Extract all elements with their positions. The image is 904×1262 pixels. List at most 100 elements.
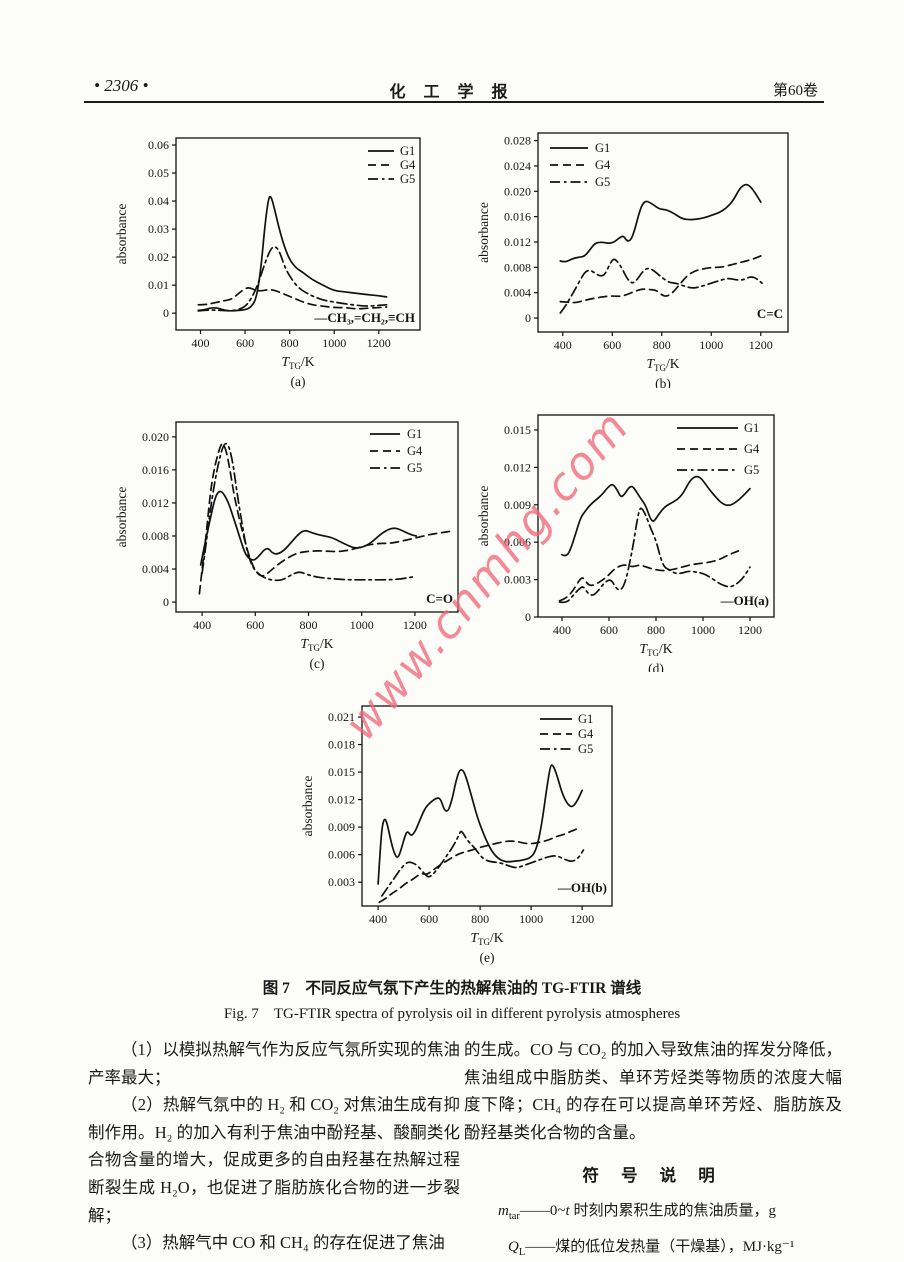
x-tick-label: 800 [653, 338, 671, 352]
legend-label-G5: G5 [578, 742, 593, 756]
x-tick-label: 400 [192, 336, 210, 350]
y-tick-label: 0.012 [142, 496, 169, 510]
series-G4-line [378, 828, 578, 904]
x-tick-label: 1200 [403, 618, 427, 632]
series-G4-line [558, 550, 740, 602]
plot-box [175, 137, 421, 331]
x-tick-label: 800 [281, 336, 299, 350]
x-axis-label: TTG/K [639, 641, 672, 658]
y-tick-label: 0.012 [504, 235, 531, 249]
y-tick-label: 0.03 [148, 222, 169, 236]
y-tick-label: 0.028 [504, 134, 531, 148]
x-tick-label: 800 [299, 618, 317, 632]
legend-label-G1: G1 [744, 421, 759, 435]
symbol-sub: tar [508, 1211, 520, 1223]
symbol-dash: ——0~ [519, 1203, 566, 1220]
x-axis-label: TTG/K [470, 930, 503, 947]
chart-c: 400 600 800 1000 1200 0 0.004 0.008 0.012 0.016 0.… [98, 404, 466, 683]
y-tick-label: 0.009 [328, 820, 355, 834]
x-tick-label: 600 [603, 338, 621, 352]
x-tick-label: 600 [600, 623, 618, 637]
y-axis-label: absorbance [300, 776, 315, 837]
y-tick-label: 0.016 [504, 210, 531, 224]
x-tick-label: 1200 [749, 338, 773, 352]
symbol-var-t: t [565, 1203, 570, 1220]
x-tick-label: 800 [471, 912, 489, 926]
subfigure-label: (d) [648, 661, 664, 672]
chart-a-plot: 400 600 800 1000 1200 0 0.01 0.02 0.03 0.04 0.05 0.… [114, 137, 421, 389]
y-tick-label: 0.020 [142, 430, 169, 444]
symbol-definition-mtar: mtar——0~t 时刻内累积生成的焦油质量，g [464, 1196, 842, 1232]
y-tick-label: 0.015 [504, 423, 531, 437]
x-tick-label: 1200 [738, 623, 762, 637]
y-tick-label: 0.01 [148, 278, 169, 292]
subfigure-label: (c) [310, 656, 325, 671]
series-G1-line [377, 764, 584, 885]
x-tick-label: 400 [553, 623, 571, 637]
y-tick-label: 0.004 [142, 562, 169, 576]
legend-label-G5: G5 [407, 461, 422, 475]
symbol-var: Q [508, 1239, 519, 1256]
y-tick-label: 0.012 [328, 793, 355, 807]
symbol-dash: —— [525, 1239, 556, 1256]
y-tick-label: 0.04 [148, 194, 169, 208]
paragraph-conclusion-1: （1）以模拟热解气作为反应气氛所实现的焦油产率最大； [88, 1040, 460, 1087]
y-tick-label: 0.020 [504, 184, 531, 198]
symbol-definition-ql: QL——煤的低位发热量（干燥基），MJ·kg⁻¹ [464, 1232, 842, 1262]
series-G5-line [559, 258, 763, 314]
symbol-desc: 煤的低位发热量（干燥基），MJ·kg⁻¹ [555, 1239, 795, 1256]
chart-d: 400 600 800 1000 1200 0 0.003 0.006 0.009 0.012 0.… [452, 400, 802, 677]
chart-e-plot: 400 600 800 1000 1200 0.003 0.006 0.009 0.012 0.0… [300, 705, 613, 965]
legend-label-G4: G4 [407, 444, 423, 458]
y-tick-label: 0.024 [504, 159, 531, 173]
paragraph-conclusion-2: （2）热解气氛中的 H₂ 和 CO₂ 对焦油生成有抑制作用。H₂ 的加入有利于焦… [88, 1095, 460, 1225]
y-tick-label: 0.018 [328, 738, 355, 752]
legend-label-G4: G4 [595, 158, 611, 172]
x-tick-label: 800 [647, 623, 665, 637]
x-axis-label: TTG/K [281, 354, 314, 371]
chart-d-plot: 400 600 800 1000 1200 0 0.003 0.006 0.009 0.012 0.… [476, 414, 775, 676]
chart-e: 400 600 800 1000 1200 0.003 0.006 0.009 0.012 0.0… [278, 688, 683, 981]
y-tick-label: 0.02 [148, 250, 169, 264]
series-G5-line [197, 245, 388, 312]
y-axis-label: absorbance [476, 202, 491, 263]
x-tick-label: 400 [193, 618, 211, 632]
y-tick-label: 0.016 [142, 463, 169, 477]
y-tick-label: 0.06 [148, 138, 169, 152]
x-tick-label: 1000 [350, 618, 374, 632]
y-tick-label: 0.003 [328, 875, 355, 889]
x-tick-label: 1000 [322, 336, 346, 350]
plot-box [175, 421, 459, 613]
y-tick-label: 0.003 [504, 573, 531, 587]
y-tick-label: 0.012 [504, 460, 531, 474]
x-tick-label: 600 [236, 336, 254, 350]
legend-label-G1: G1 [578, 712, 593, 726]
y-tick-label: 0 [525, 311, 531, 325]
symbol-var: m [498, 1203, 509, 1220]
x-axis-label: TTG/K [646, 356, 679, 373]
series-G5-line [558, 507, 751, 604]
y-tick-label: 0.009 [504, 498, 531, 512]
y-axis-label: absorbance [476, 486, 491, 547]
paragraph-conclusion-3-cont: 的生成。CO 与 CO₂ 的加入导致焦油的挥发分降低，焦油组成中脂肪类、单环芳烃… [464, 1040, 842, 1142]
body-column-right: 的生成。CO 与 CO₂ 的加入导致焦油的挥发分降低，焦油组成中脂肪类、单环芳烃… [464, 1036, 842, 1262]
x-tick-label: 400 [554, 338, 572, 352]
legend-label-G4: G4 [744, 442, 760, 456]
series-G1-line [561, 475, 751, 557]
series-G1-line [197, 195, 388, 312]
band-annotation: —CH₃,=CH₂,≡CH [313, 310, 415, 325]
band-annotation: C=C [757, 306, 783, 321]
chart-a: 400 600 800 1000 1200 0 0.01 0.02 0.03 0.04 0.05 0.… [98, 116, 450, 401]
header-rule [84, 101, 824, 103]
y-tick-label: 0 [163, 306, 169, 320]
x-tick-label: 400 [369, 912, 387, 926]
page-number: • 2306 • [94, 76, 149, 95]
y-tick-label: 0.008 [142, 529, 169, 543]
x-tick-label: 1000 [691, 623, 715, 637]
chart-b: 400 600 800 1000 1200 0 0.004 0.008 0.012 0.016 0.… [462, 116, 807, 393]
y-tick-label: 0.021 [328, 710, 355, 724]
legend-label-G1: G1 [407, 427, 422, 441]
subfigure-label: (b) [655, 376, 671, 388]
x-tick-label: 1000 [519, 912, 543, 926]
